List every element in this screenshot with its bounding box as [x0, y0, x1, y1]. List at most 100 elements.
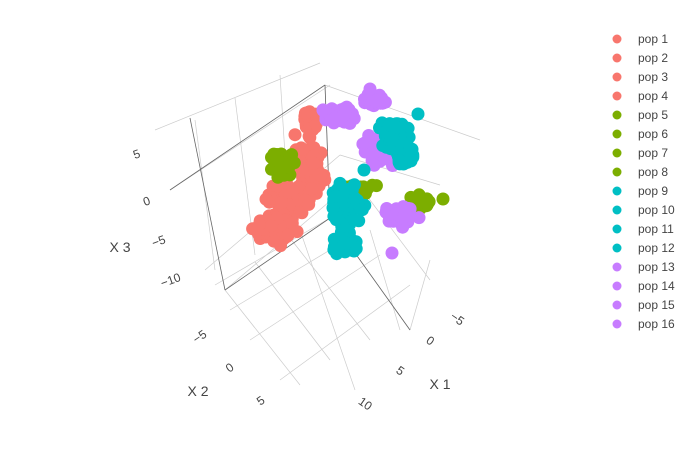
legend-marker [612, 224, 622, 234]
scatter-point[interactable] [329, 189, 343, 203]
scatter-point[interactable] [273, 164, 287, 178]
legend-label: pop 4 [638, 89, 668, 103]
scatter-point[interactable] [411, 107, 425, 121]
legend-marker [612, 205, 622, 215]
legend-marker [612, 281, 622, 291]
scatter-point[interactable] [302, 197, 316, 211]
y-tick-label: 0 [223, 360, 237, 375]
scatter-point[interactable] [347, 213, 361, 227]
z-tick-label: −10 [159, 270, 183, 290]
scatter-point[interactable] [385, 246, 399, 260]
scatter-point[interactable] [274, 239, 287, 253]
scatter-point[interactable] [367, 158, 381, 172]
scatter-point[interactable] [414, 195, 428, 209]
legend-item[interactable]: pop 3 [612, 70, 669, 84]
legend-label: pop 6 [638, 127, 668, 141]
legend-marker [612, 300, 622, 310]
legend-label: pop 1 [638, 32, 668, 46]
legend-item[interactable]: pop 16 [612, 317, 676, 331]
legend-marker [612, 110, 622, 120]
legend-marker [612, 186, 622, 196]
legend-marker [612, 167, 622, 177]
legend-marker [612, 319, 622, 329]
scatter-point[interactable] [403, 141, 416, 155]
scatter-point[interactable] [306, 156, 320, 170]
scatter-point[interactable] [339, 236, 353, 250]
scatter-point[interactable] [336, 109, 350, 123]
scatter-point[interactable] [264, 219, 278, 233]
legend-label: pop 16 [638, 317, 675, 331]
scatter-point[interactable] [357, 163, 371, 177]
scatter-point[interactable] [259, 192, 273, 206]
scatter-point[interactable] [275, 196, 289, 210]
scatter-point[interactable] [329, 213, 343, 227]
legend-item[interactable]: pop 11 [612, 222, 675, 236]
scatter-point[interactable] [267, 147, 281, 161]
legend-label: pop 8 [638, 165, 668, 179]
legend-label: pop 14 [638, 279, 675, 293]
legend-item[interactable]: pop 7 [612, 146, 669, 160]
legend-item[interactable]: pop 10 [612, 203, 676, 217]
legend-marker [612, 72, 622, 82]
legend-item[interactable]: pop 13 [612, 260, 676, 274]
scatter-point[interactable] [281, 228, 295, 242]
scatter-point[interactable] [390, 121, 404, 135]
legend-item[interactable]: pop 14 [612, 279, 676, 293]
legend-item[interactable]: pop 1 [612, 32, 669, 46]
scatter-point[interactable] [348, 191, 362, 205]
scatter-point[interactable] [436, 192, 450, 206]
scatter-point[interactable] [378, 152, 392, 166]
scatter-point[interactable] [288, 128, 302, 142]
data-points[interactable] [246, 82, 450, 261]
legend-label: pop 3 [638, 70, 668, 84]
x-tick-label: 5 [394, 363, 408, 378]
z-tick-label: 0 [141, 193, 152, 209]
legend-label: pop 13 [638, 260, 675, 274]
legend[interactable]: pop 1 pop 2 pop 3 pop 4 pop 5 pop 6 pop 7 pop 8… [612, 32, 676, 331]
legend-marker [612, 34, 622, 44]
legend-marker [612, 243, 622, 253]
legend-marker [612, 91, 622, 101]
axis-titles: X 3 X 2 X 1 [109, 239, 450, 399]
scatter-point[interactable] [296, 142, 310, 156]
scatter-point[interactable] [333, 176, 347, 190]
z-tick-label: −5 [150, 232, 168, 250]
legend-item[interactable]: pop 4 [612, 89, 669, 103]
z-tick-label: 5 [131, 146, 142, 162]
x-tick-label: −5 [448, 309, 468, 329]
x-tick-label: 0 [424, 333, 438, 348]
y-tick-label: −5 [190, 327, 210, 347]
legend-label: pop 2 [638, 51, 668, 65]
scatter-point[interactable] [309, 117, 323, 131]
x-axis-title: X 1 [429, 376, 450, 392]
scatter-point[interactable] [397, 210, 411, 224]
legend-marker [612, 148, 622, 158]
legend-item[interactable]: pop 5 [612, 108, 669, 122]
scatter-point[interactable] [363, 82, 377, 96]
scatter-point[interactable] [252, 218, 266, 232]
scatter-point[interactable] [298, 106, 312, 120]
legend-marker [612, 53, 622, 63]
scatter-point[interactable] [368, 94, 382, 108]
legend-item[interactable]: pop 15 [612, 298, 676, 312]
y-axis-title: X 2 [187, 383, 208, 399]
legend-item[interactable]: pop 12 [612, 241, 676, 255]
scatter-point[interactable] [358, 136, 372, 150]
legend-marker [612, 262, 622, 272]
scatter-point[interactable] [393, 154, 407, 168]
scatter-point[interactable] [326, 201, 340, 215]
legend-label: pop 5 [638, 108, 668, 122]
legend-item[interactable]: pop 2 [612, 51, 669, 65]
legend-label: pop 15 [638, 298, 675, 312]
legend-label: pop 9 [638, 184, 668, 198]
legend-item[interactable]: pop 9 [612, 184, 669, 198]
legend-label: pop 7 [638, 146, 668, 160]
scatter-point[interactable] [369, 179, 383, 193]
x-tick-label: 10 [356, 394, 375, 413]
legend-item[interactable]: pop 6 [612, 127, 669, 141]
scatter-point[interactable] [305, 182, 319, 196]
legend-label: pop 11 [638, 222, 674, 236]
legend-marker [612, 129, 622, 139]
legend-item[interactable]: pop 8 [612, 165, 669, 179]
